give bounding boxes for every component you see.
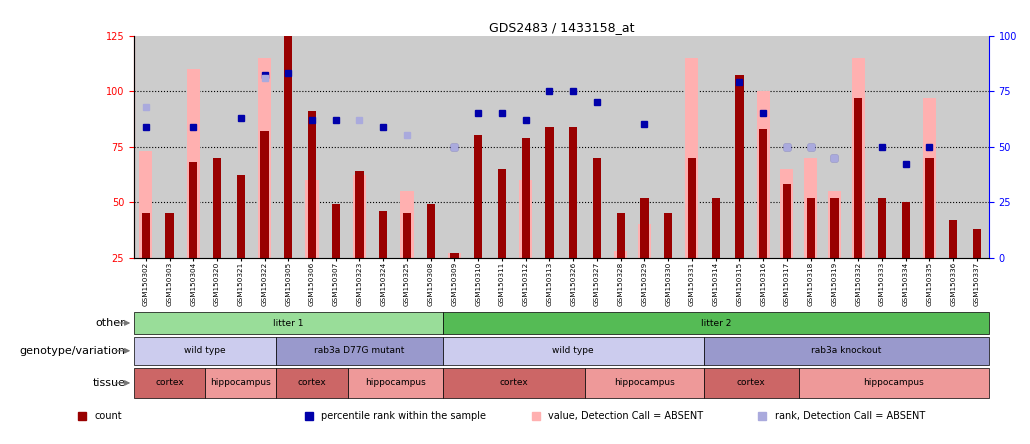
Bar [804,158,817,258]
Text: value, Detection Call = ABSENT: value, Detection Call = ABSENT [548,411,703,420]
Bar [923,98,936,258]
Text: cortex: cortex [298,378,327,388]
Text: cortex: cortex [156,378,184,388]
Text: genotype/variation: genotype/variation [20,346,126,356]
Bar [757,91,769,258]
Bar [403,213,411,258]
Bar [545,127,554,258]
Bar [593,158,602,258]
Bar [332,204,340,258]
Bar [306,180,318,258]
Bar [585,368,703,398]
Bar [830,198,838,258]
Bar [703,337,989,365]
Bar [925,158,933,258]
Bar [308,111,316,258]
Bar [712,198,720,258]
Bar [261,131,269,258]
Bar [347,368,443,398]
Bar [276,337,443,365]
Bar [205,368,276,398]
Text: hippocampus: hippocampus [863,378,924,388]
Bar [614,251,627,258]
Bar [641,198,649,258]
Bar [134,312,443,334]
Bar [949,220,957,258]
Bar [134,368,205,398]
Bar [276,368,347,398]
Bar [213,158,221,258]
Text: cortex: cortex [500,378,528,388]
Bar [854,98,862,258]
Text: wild type: wild type [552,346,594,355]
Bar [166,213,174,258]
Text: litter 2: litter 2 [700,318,731,328]
Bar [617,213,625,258]
Bar [497,169,506,258]
Text: hippocampus: hippocampus [614,378,675,388]
Bar [139,151,152,258]
Bar [783,184,791,258]
Title: GDS2483 / 1433158_at: GDS2483 / 1433158_at [488,21,634,34]
Bar [190,162,198,258]
Bar [443,337,703,365]
Bar [353,175,366,258]
Bar [258,58,271,258]
Bar [443,368,585,398]
Bar [284,36,293,258]
Bar [685,58,698,258]
Bar [134,337,276,365]
Bar [450,253,458,258]
Bar [521,138,529,258]
Bar [448,253,461,258]
Bar [237,175,245,258]
Bar [186,69,200,258]
Bar [781,169,793,258]
Text: hippocampus: hippocampus [365,378,425,388]
Bar [852,58,865,258]
Bar [759,129,767,258]
Bar [355,171,364,258]
Bar [379,211,387,258]
Text: hippocampus: hippocampus [210,378,271,388]
Bar [664,213,673,258]
Text: other: other [96,318,126,328]
Text: rank, Detection Call = ABSENT: rank, Detection Call = ABSENT [775,411,925,420]
Bar [828,191,840,258]
Text: wild type: wild type [184,346,226,355]
Bar [735,75,744,258]
Text: rab3a D77G mutant: rab3a D77G mutant [314,346,405,355]
Bar [638,224,651,258]
Text: rab3a knockout: rab3a knockout [812,346,882,355]
Bar [426,204,435,258]
Text: count: count [95,411,123,420]
Bar [688,158,696,258]
Bar [806,198,815,258]
Text: litter 1: litter 1 [273,318,304,328]
Text: cortex: cortex [736,378,765,388]
Bar [474,135,482,258]
Bar [901,202,909,258]
Bar [443,312,989,334]
Bar [878,198,886,258]
Bar [569,127,578,258]
Bar [703,368,799,398]
Text: tissue: tissue [93,378,126,388]
Bar [401,191,413,258]
Bar [799,368,989,398]
Bar [141,213,150,258]
Bar [972,229,982,258]
Bar [519,180,533,258]
Text: percentile rank within the sample: percentile rank within the sample [321,411,486,420]
